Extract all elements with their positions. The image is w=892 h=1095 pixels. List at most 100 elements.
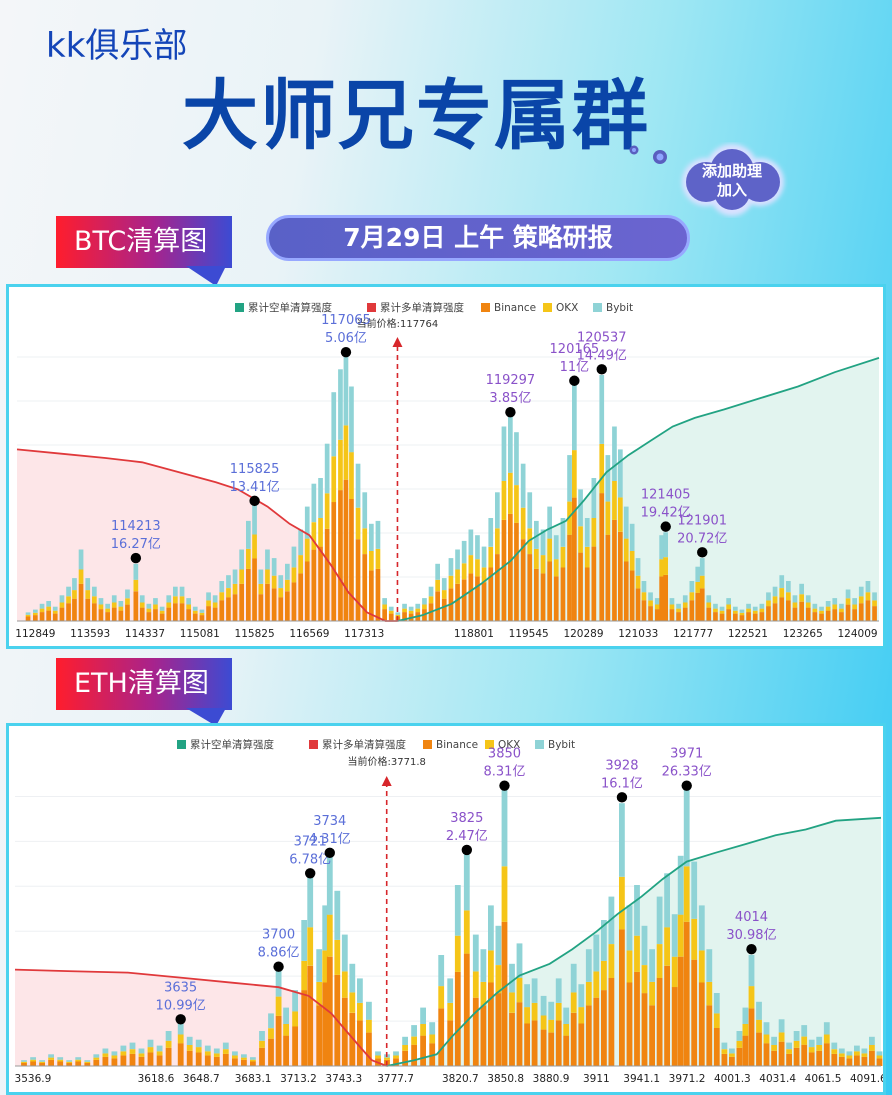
bar-bybit [278,575,284,588]
bar-bybit [468,529,474,556]
bar-okx [173,596,178,604]
annotation-dot [697,547,708,558]
bar-binance [816,1050,823,1066]
bar-bybit [691,861,698,919]
bar-okx [823,1034,830,1044]
liq-bar [311,483,317,621]
bar-binance [105,612,110,621]
liq-bar [349,963,356,1066]
bar-binance [839,612,844,621]
bar-binance [239,583,244,621]
bar-bybit [318,478,323,518]
bar-okx [488,546,494,568]
bar-bybit [246,520,251,549]
bar-okx [578,1007,585,1024]
annotation-amount: 30.98亿 [726,928,776,943]
bar-binance [258,594,264,621]
bar-binance [480,1005,487,1066]
bar-okx [258,583,264,595]
bar-bybit [375,520,381,549]
bar-okx [612,481,617,520]
bar-bybit [463,849,470,911]
liq-bar [78,549,84,621]
bar-okx [454,935,461,972]
liq-bar [252,500,257,621]
bar-okx [343,425,349,480]
liq-bar [601,920,607,1066]
bar-okx [846,1055,853,1059]
liq-bar [304,506,310,621]
bar-bybit [648,592,653,601]
bar-okx [222,1049,229,1054]
liq-bar [553,535,559,621]
bar-okx [778,1032,785,1042]
bar-bybit [447,978,454,1003]
bar-binance [357,1020,363,1066]
bar-bybit [265,549,270,570]
bar-binance [799,601,804,621]
bar-bybit [21,1060,27,1062]
liq-bar [301,920,308,1066]
liq-bar [682,595,688,621]
bar-okx [584,546,590,568]
liq-bar [435,563,440,621]
bar-bybit [481,546,487,568]
bar-okx [763,1034,770,1044]
bar-okx [250,1059,256,1062]
liq-bar [779,575,785,621]
x-tick-label: 4001.3 [714,1073,751,1085]
liq-bar [832,598,838,621]
bar-okx [366,1019,372,1033]
bar-bybit [195,1039,202,1048]
bar-bybit [475,535,480,560]
annotation-dot [569,375,580,386]
liq-bar [428,586,434,621]
bar-bybit [165,1031,172,1041]
bar-binance [793,1047,800,1066]
liq-bar [199,609,205,621]
bar-bybit [411,1025,417,1037]
bar-bybit [649,949,655,982]
bar-okx [721,1049,728,1054]
x-tick-label: 113593 [70,628,110,640]
bar-okx [382,604,387,610]
add-assistant-cloud[interactable]: 添加助理加入 [676,142,788,218]
bar-bybit [283,1007,289,1024]
bar-okx [676,608,681,612]
bar-binance [324,528,330,621]
bar-bybit [808,1039,815,1048]
bar-binance [555,1020,562,1066]
bar-binance [177,1043,184,1066]
bar-binance [173,603,178,621]
bar-okx [324,493,330,529]
bar-binance [411,1044,417,1066]
liq-bar [623,506,629,621]
bar-bybit [560,518,566,547]
liq-bar [695,566,701,621]
bar-bybit [239,549,244,570]
x-tick-label: 3536.9 [15,1073,52,1085]
bar-okx [548,1019,555,1033]
bar-binance [98,609,104,621]
liq-bar [447,978,454,1066]
bar-bybit [495,492,500,529]
bar-okx [872,600,877,607]
bar-bybit [721,1042,728,1050]
x-tick-label: 3743.3 [325,1073,362,1085]
liq-bar [534,520,539,621]
liq-bar [226,575,231,621]
annotation-price: 121405 [641,488,691,503]
bar-okx [435,579,440,592]
bar-bybit [793,1031,800,1041]
bar-okx [746,608,751,612]
bar-bybit [59,595,65,603]
bar-bybit [334,890,341,940]
liq-bar [343,349,349,621]
bar-binance [792,607,798,621]
annotation-dot [746,944,757,955]
liq-bar [713,603,718,621]
bar-binance [72,598,77,621]
bar-bybit [766,592,771,601]
bar-bybit [75,1057,82,1060]
annotation-amount: 3.85亿 [489,391,531,406]
